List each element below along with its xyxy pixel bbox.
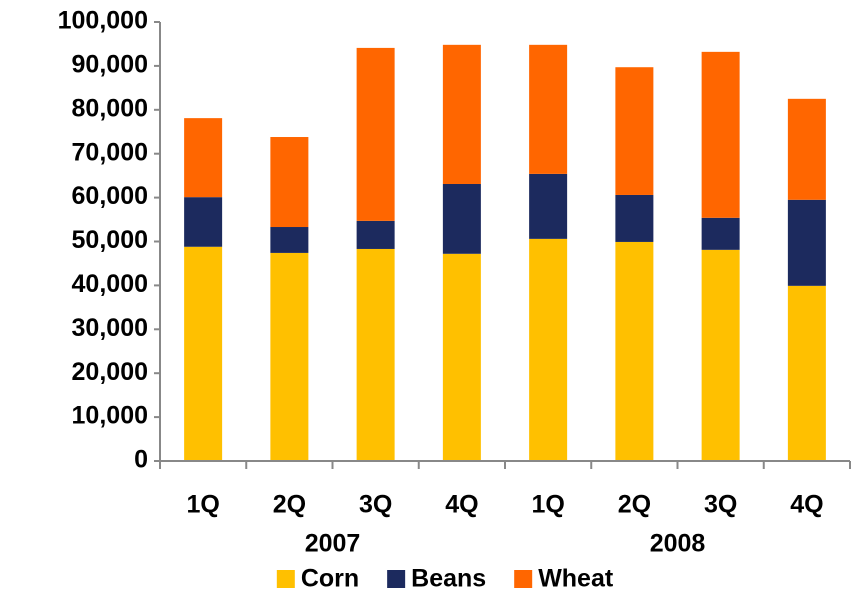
bar-segment: [615, 241, 654, 461]
bar-segment: [787, 285, 826, 461]
y-tick-label: 60,000: [72, 182, 148, 210]
bar-segment: [529, 173, 568, 239]
y-tick-label: 100,000: [58, 7, 148, 35]
y-tick-label: 20,000: [72, 358, 148, 386]
legend-swatch: [514, 570, 533, 588]
y-tick-label: 80,000: [72, 94, 148, 122]
x-tick-label: 2Q: [273, 491, 306, 519]
y-tick-label: 90,000: [72, 51, 148, 79]
bar-segment: [787, 199, 826, 286]
x-tick-label: 3Q: [359, 491, 392, 519]
legend-label: Wheat: [538, 565, 614, 593]
legend-label: Beans: [411, 565, 486, 593]
x-tick-label: 4Q: [790, 491, 823, 519]
bar-segment: [442, 253, 481, 461]
x-tick-label: 3Q: [704, 491, 737, 519]
bar-segment: [442, 183, 481, 254]
bar-segment: [270, 137, 309, 228]
bar-segment: [356, 220, 395, 249]
bar-segment: [701, 249, 740, 461]
x-tick-label: 4Q: [445, 491, 478, 519]
group-label: 2008: [650, 530, 706, 558]
bar-segment: [787, 98, 826, 200]
bar-segment: [356, 248, 395, 461]
bar-segment: [442, 44, 481, 184]
y-tick-label: 0: [134, 446, 148, 474]
bar-segment: [184, 118, 223, 198]
legend-swatch: [387, 570, 406, 588]
bar-segment: [529, 44, 568, 174]
bar-segment: [356, 47, 395, 221]
bar-segment: [184, 197, 223, 247]
bar-segment: [701, 217, 740, 250]
bar-segment: [615, 67, 654, 195]
x-tick-label: 1Q: [186, 491, 219, 519]
legend-swatch: [276, 570, 295, 588]
x-tick-label: 2Q: [618, 491, 651, 519]
bar-segment: [701, 51, 740, 218]
bar-segment: [615, 194, 654, 242]
bar-segment: [270, 252, 309, 461]
x-tick-label: 1Q: [531, 491, 564, 519]
group-label: 2007: [305, 530, 361, 558]
y-tick-label: 40,000: [72, 270, 148, 298]
y-tick-label: 10,000: [72, 402, 148, 430]
y-tick-label: 30,000: [72, 314, 148, 342]
bar-segment: [184, 246, 223, 461]
bar-segment: [270, 227, 309, 253]
y-tick-label: 70,000: [72, 138, 148, 166]
y-tick-label: 50,000: [72, 226, 148, 254]
legend-label: Corn: [301, 565, 359, 593]
bar-segment: [529, 238, 568, 461]
